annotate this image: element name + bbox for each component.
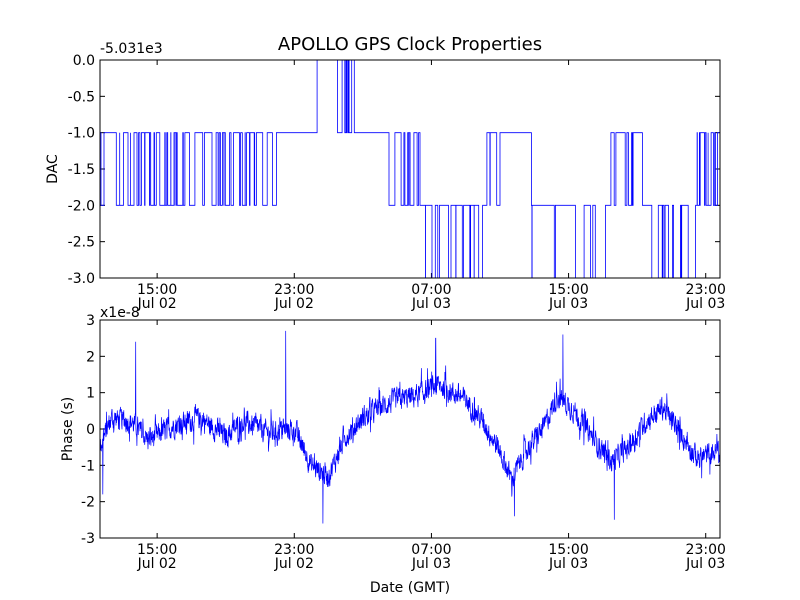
phase-y-tick-label: 1: [86, 386, 95, 402]
phase-x-tick-label-time: 23:00: [274, 542, 314, 558]
dac-y-tick-label: -1.0: [68, 126, 95, 142]
dac-offset-label: -5.031e3: [100, 41, 163, 57]
dac-x-tick-label-time: 23:00: [274, 282, 314, 298]
phase-x-tick-label-date: Jul 02: [137, 556, 177, 572]
dac-x-tick-label-time: 23:00: [686, 282, 726, 298]
phase-y-tick-label: 2: [86, 349, 95, 365]
phase-y-tick-label: -2: [81, 495, 95, 511]
phase-y-tick-label: 3: [86, 313, 95, 329]
dac-y-tick-label: -2.5: [68, 235, 95, 251]
phase-y-tick-label: -1: [81, 458, 95, 474]
dac-x-tick-label-date: Jul 02: [137, 296, 177, 312]
phase-x-axis-label: Date (GMT): [370, 580, 450, 596]
dac-x-tick-label-date: Jul 03: [548, 296, 588, 312]
dac-series-line: [100, 59, 720, 279]
phase-x-tick-label-date: Jul 03: [411, 556, 451, 572]
dac-panel: -5.031e3 DAC 0.0 -0.5 -1.0 -1.5 -2.0 -2.5 -3.0…: [45, 41, 726, 312]
dac-x-tick-label-time: 15:00: [137, 282, 177, 298]
phase-plot-frame: [99, 319, 721, 539]
dac-y-axis-label: DAC: [45, 154, 61, 184]
phase-series-line: [99, 330, 721, 524]
dac-y-tick-label: 0.0: [73, 53, 95, 69]
phase-y-axis-label: Phase (s): [60, 397, 76, 461]
phase-x-tick-label-date: Jul 03: [548, 556, 588, 572]
dac-plot-frame: [99, 59, 721, 279]
phase-offset-label: x1e-8: [100, 305, 140, 321]
phase-x-tick-label-time: 15:00: [548, 542, 588, 558]
phase-x-tick-label-time: 07:00: [411, 542, 451, 558]
dac-y-tick-label: -0.5: [68, 89, 95, 105]
figure-title: APOLLO GPS Clock Properties: [278, 34, 542, 55]
phase-x-tick-label-date: Jul 02: [274, 556, 314, 572]
phase-y-tick-label: -3: [81, 531, 95, 547]
dac-x-tick-label-time: 07:00: [411, 282, 451, 298]
phase-x-tick-label-time: 23:00: [686, 542, 726, 558]
dac-x-tick-label-date: Jul 02: [274, 296, 314, 312]
dac-series: [100, 59, 720, 279]
dac-x-tick-label-time: 15:00: [548, 282, 588, 298]
dac-y-tick-label: -3.0: [68, 271, 95, 287]
phase-x-tick-label-time: 15:00: [137, 542, 177, 558]
phase-series: [99, 330, 721, 524]
phase-y-tick-label: 0: [86, 422, 95, 438]
dac-x-tick-label-date: Jul 03: [411, 296, 451, 312]
dac-y-tick-label: -1.5: [68, 162, 95, 178]
phase-x-tick-label-date: Jul 03: [685, 556, 725, 572]
dac-y-tick-label: -2.0: [68, 198, 95, 214]
dac-x-tick-label-date: Jul 03: [685, 296, 725, 312]
